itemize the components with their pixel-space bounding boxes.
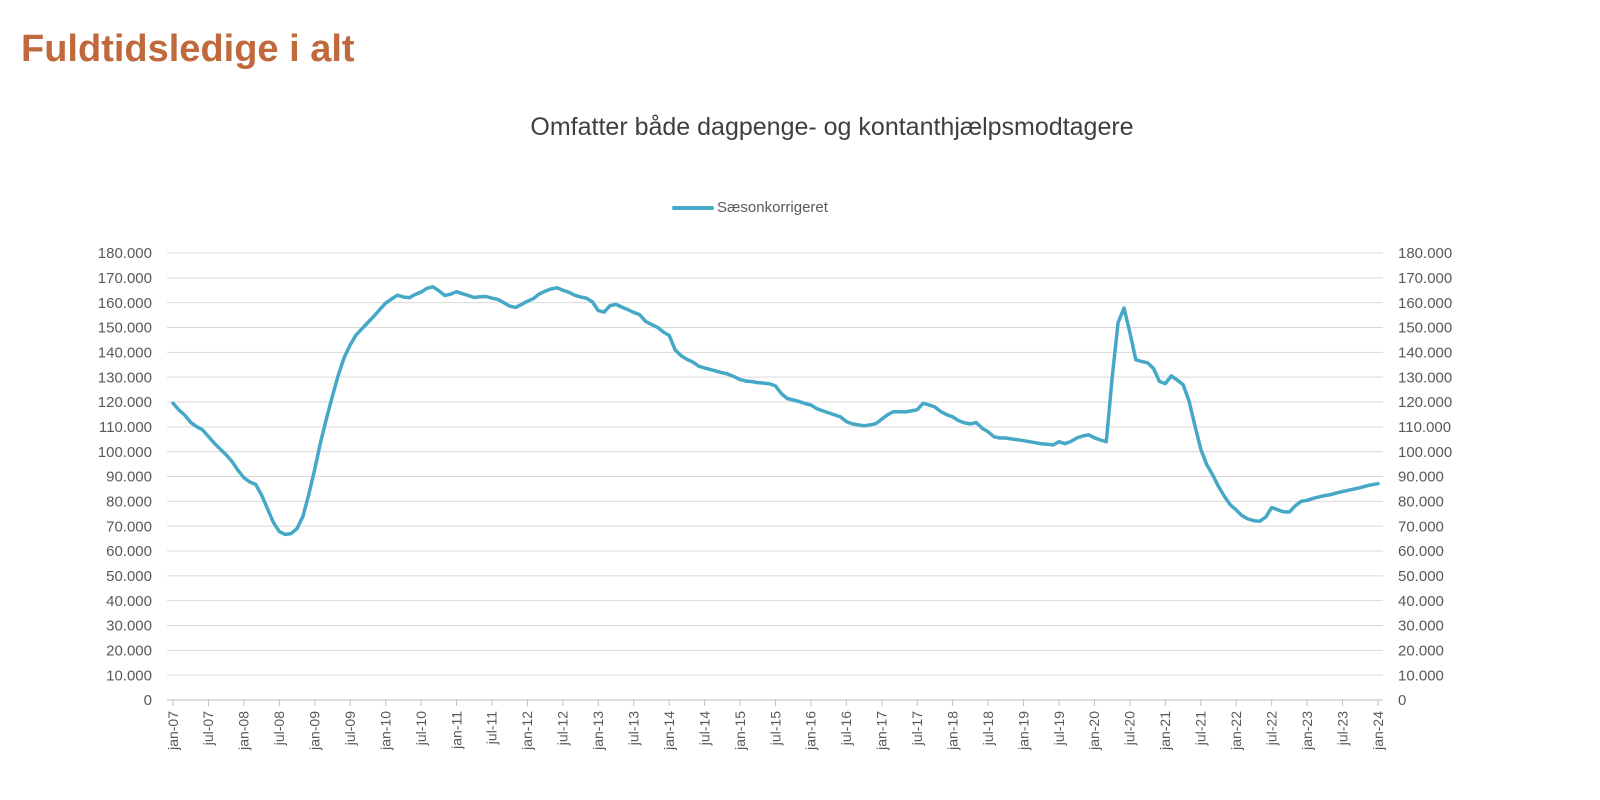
y-axis-label-left: 140.000 <box>98 344 152 361</box>
y-axis-label-right: 0 <box>1398 692 1406 709</box>
y-axis-label-right: 170.000 <box>1398 270 1452 287</box>
x-axis-label: jul-19 <box>1051 711 1067 746</box>
y-axis-label-left: 120.000 <box>98 394 152 411</box>
x-axis-label: jan-14 <box>661 711 677 751</box>
x-axis-label: jan-17 <box>874 711 890 751</box>
y-axis-labels-group: 0 0 10.000 10.000 20.000 20.000 30.000 30.000 40… <box>98 245 1452 709</box>
y-axis-label-right: 130.000 <box>1398 369 1452 386</box>
x-axis-label: jul-16 <box>838 711 854 746</box>
x-axis-label: jan-15 <box>732 711 748 751</box>
x-axis-label: jan-07 <box>165 711 181 751</box>
page-title: Fuldtidsledige i alt <box>21 28 355 70</box>
legend: Sæsonkorrigeret <box>0 199 1500 216</box>
y-axis-label-left: 150.000 <box>98 320 152 337</box>
x-axis-label: jul-18 <box>980 711 996 746</box>
y-axis-label-right: 150.000 <box>1398 320 1452 337</box>
x-axis-label: jan-10 <box>377 711 393 751</box>
x-axis-label: jan-09 <box>307 711 323 751</box>
y-axis-label-left: 160.000 <box>98 295 152 312</box>
x-axis-label: jul-14 <box>696 711 712 746</box>
y-axis-label-left: 70.000 <box>106 518 152 535</box>
y-axis-label-right: 20.000 <box>1398 642 1444 659</box>
x-axis-label: jan-08 <box>236 711 252 751</box>
y-axis-label-left: 10.000 <box>106 667 152 684</box>
y-axis-label-right: 30.000 <box>1398 618 1444 635</box>
chart-subtitle: Omfatter både dagpenge- og kontanthjælps… <box>530 113 1134 141</box>
y-axis-label-left: 0 <box>144 692 152 709</box>
x-axis-label: jan-13 <box>590 711 606 751</box>
gridlines-group <box>167 252 1383 676</box>
y-axis-label-left: 50.000 <box>106 568 152 585</box>
x-axis-label: jul-10 <box>413 711 429 746</box>
x-axis-labels-group: jan-07 jul-07 jan-08 jul-08 jan-09 jul-09 jan-… <box>165 700 1386 751</box>
x-axis-label: jan-20 <box>1086 711 1102 751</box>
y-axis-label-right: 120.000 <box>1398 394 1452 411</box>
y-axis-label-left: 30.000 <box>106 618 152 635</box>
y-axis-label-right: 10.000 <box>1398 667 1444 684</box>
x-axis-label: jul-13 <box>625 711 641 746</box>
y-axis-label-left: 90.000 <box>106 469 152 486</box>
x-axis-label: jan-12 <box>519 711 535 751</box>
series-line-saesonkorrigeret <box>171 285 1380 537</box>
x-axis-label: jul-07 <box>200 711 216 746</box>
y-axis-label-right: 110.000 <box>1398 419 1451 436</box>
x-axis-label: jan-19 <box>1015 711 1031 751</box>
y-axis-label-right: 60.000 <box>1398 543 1444 560</box>
legend-line-swatch-icon <box>672 205 715 210</box>
legend-label: Sæsonkorrigeret <box>717 199 828 216</box>
y-axis-label-right: 160.000 <box>1398 295 1452 312</box>
y-axis-label-left: 130.000 <box>98 369 152 386</box>
x-axis-label: jul-12 <box>555 711 571 746</box>
y-axis-label-left: 100.000 <box>98 444 152 461</box>
y-axis-label-left: 60.000 <box>106 543 152 560</box>
x-axis-label: jan-24 <box>1370 711 1386 751</box>
x-axis-label: jan-22 <box>1228 711 1244 751</box>
x-axis-label: jul-17 <box>909 711 925 746</box>
x-axis-label: jul-20 <box>1122 711 1138 746</box>
y-axis-label-right: 140.000 <box>1398 344 1452 361</box>
y-axis-label-right: 40.000 <box>1398 593 1444 610</box>
x-axis-label: jul-09 <box>342 711 358 746</box>
x-axis-label: jul-23 <box>1334 711 1350 746</box>
y-axis-label-right: 90.000 <box>1398 469 1444 486</box>
y-axis-label-right: 100.000 <box>1398 444 1452 461</box>
y-axis-label-left: 80.000 <box>106 493 152 510</box>
y-axis-label-right: 80.000 <box>1398 493 1444 510</box>
y-axis-label-right: 50.000 <box>1398 568 1444 585</box>
x-axis-label: jan-11 <box>448 711 464 750</box>
x-axis-label: jul-15 <box>767 711 783 746</box>
y-axis-label-left: 40.000 <box>106 593 152 610</box>
x-axis-label: jul-21 <box>1193 711 1209 746</box>
x-axis-label: jul-22 <box>1263 711 1279 746</box>
y-axis-label-left: 110.000 <box>99 419 152 436</box>
x-axis-label: jul-11 <box>484 711 500 745</box>
x-axis-label: jan-21 <box>1157 711 1173 751</box>
y-axis-label-right: 180.000 <box>1398 245 1452 262</box>
y-axis-label-left: 170.000 <box>98 270 152 287</box>
y-axis-label-left: 20.000 <box>106 642 152 659</box>
y-axis-label-right: 70.000 <box>1398 518 1444 535</box>
x-axis-label: jul-08 <box>271 711 287 746</box>
x-axis-label: jan-16 <box>803 711 819 751</box>
y-axis-label-left: 180.000 <box>98 245 152 262</box>
x-axis-label: jan-18 <box>944 711 960 751</box>
x-axis-label: jan-23 <box>1299 711 1315 751</box>
